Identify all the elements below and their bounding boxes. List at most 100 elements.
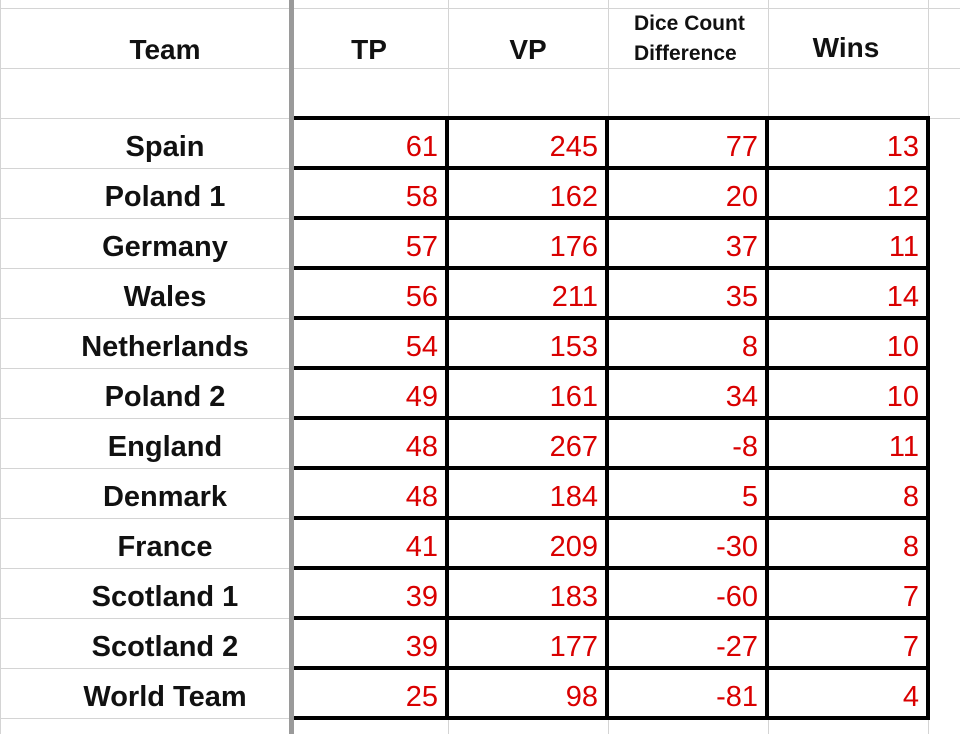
cell-tp[interactable]: 57 (405, 230, 438, 263)
cell-vp[interactable]: 98 (565, 680, 598, 713)
gridline-horizontal (0, 68, 960, 69)
table-border-horizontal (294, 416, 930, 420)
cell-wins[interactable]: 11 (888, 230, 919, 263)
cell-dice[interactable]: 77 (725, 130, 758, 163)
cell-team[interactable]: World Team (83, 680, 247, 713)
cell-tp[interactable]: 39 (405, 630, 438, 663)
cell-vp[interactable]: 184 (549, 480, 598, 513)
table-border-horizontal (294, 216, 930, 220)
gridline-horizontal (0, 518, 294, 519)
cell-wins[interactable]: 7 (902, 580, 919, 613)
header-tp[interactable]: TP (351, 34, 387, 65)
table-border-vertical (765, 116, 769, 720)
cell-team[interactable]: Poland 1 (104, 180, 226, 213)
gridline-horizontal (0, 668, 294, 669)
cell-vp[interactable]: 177 (549, 630, 598, 663)
header-team[interactable]: Team (129, 34, 201, 65)
table-border-vertical (926, 116, 930, 720)
cell-dice[interactable]: 34 (725, 380, 758, 413)
cell-wins[interactable]: 14 (886, 280, 919, 313)
table-border-horizontal (294, 366, 930, 370)
gridline-horizontal (0, 568, 294, 569)
gridline-horizontal (0, 618, 294, 619)
gridline-horizontal (0, 168, 294, 169)
cell-wins[interactable]: 12 (886, 180, 919, 213)
cell-dice[interactable]: -60 (716, 580, 758, 613)
header-dice-line1: Dice Count (634, 12, 745, 35)
gridline-horizontal (0, 268, 294, 269)
cell-team[interactable]: England (107, 430, 223, 463)
table-border-horizontal (294, 166, 930, 170)
cell-dice[interactable]: 8 (741, 330, 758, 363)
cell-wins[interactable]: 7 (902, 630, 919, 663)
frozen-pane-divider[interactable] (289, 0, 294, 734)
table-border-horizontal (294, 116, 930, 120)
cell-dice[interactable]: -27 (716, 630, 758, 663)
gridline-horizontal (0, 318, 294, 319)
cell-dice[interactable]: -30 (716, 530, 758, 563)
cell-wins[interactable]: 8 (902, 480, 919, 513)
cell-dice[interactable]: 37 (725, 230, 758, 263)
cell-team[interactable]: Spain (125, 130, 205, 163)
cell-team[interactable]: Scotland 2 (91, 630, 239, 663)
cell-vp[interactable]: 267 (549, 430, 598, 463)
header-vp[interactable]: VP (509, 34, 547, 65)
cell-dice[interactable]: -8 (732, 430, 758, 463)
cell-tp[interactable]: 48 (405, 480, 438, 513)
gridline-horizontal (0, 368, 294, 369)
cell-vp[interactable]: 211 (551, 280, 598, 313)
cell-tp[interactable]: 58 (405, 180, 438, 213)
gridline-horizontal (0, 218, 294, 219)
cell-tp[interactable]: 41 (405, 530, 438, 563)
cell-team[interactable]: France (117, 530, 213, 563)
cell-tp[interactable]: 25 (405, 680, 438, 713)
cell-tp[interactable]: 56 (405, 280, 438, 313)
table-border-horizontal (294, 466, 930, 470)
cell-tp[interactable]: 54 (405, 330, 438, 363)
cell-vp[interactable]: 209 (549, 530, 598, 563)
table-border-horizontal (294, 616, 930, 620)
cell-vp[interactable]: 162 (549, 180, 598, 213)
table-border-horizontal (294, 516, 930, 520)
cell-tp[interactable]: 49 (405, 380, 438, 413)
cell-team[interactable]: Wales (123, 280, 207, 313)
gridline-horizontal (0, 418, 294, 419)
cell-wins[interactable]: 4 (902, 680, 919, 713)
header-dice-count-difference[interactable]: Dice Count Difference (634, 8, 774, 70)
cell-team[interactable]: Denmark (102, 480, 228, 513)
cell-team[interactable]: Scotland 1 (91, 580, 239, 613)
cell-dice[interactable]: 5 (741, 480, 758, 513)
cell-team[interactable]: Poland 2 (104, 380, 226, 413)
gridline-vertical (0, 0, 1, 734)
cell-dice[interactable]: -81 (716, 680, 758, 713)
cell-dice[interactable]: 35 (725, 280, 758, 313)
cell-dice[interactable]: 20 (725, 180, 758, 213)
table-border-horizontal (294, 716, 930, 720)
table-border-vertical (445, 116, 449, 720)
gridline-horizontal (0, 8, 960, 9)
gridline-horizontal (0, 718, 294, 719)
cell-wins[interactable]: 10 (886, 330, 919, 363)
table-border-horizontal (294, 266, 930, 270)
cell-vp[interactable]: 161 (549, 380, 598, 413)
cell-vp[interactable]: 153 (549, 330, 598, 363)
cell-wins[interactable]: 10 (886, 380, 919, 413)
table-border-horizontal (294, 316, 930, 320)
cell-team[interactable]: Netherlands (81, 330, 249, 363)
cell-tp[interactable]: 48 (405, 430, 438, 463)
cell-vp[interactable]: 183 (549, 580, 598, 613)
cell-wins[interactable]: 11 (888, 430, 919, 463)
cell-tp[interactable]: 61 (405, 130, 438, 163)
table-border-horizontal (294, 666, 930, 670)
cell-vp[interactable]: 245 (549, 130, 598, 163)
cell-vp[interactable]: 176 (549, 230, 598, 263)
table-border-horizontal (294, 566, 930, 570)
header-wins[interactable]: Wins (812, 32, 880, 63)
cell-team[interactable]: Germany (102, 230, 228, 263)
header-dice-line2: Difference (634, 42, 737, 65)
cell-wins[interactable]: 8 (902, 530, 919, 563)
cell-wins[interactable]: 13 (886, 130, 919, 163)
table-border-vertical (605, 116, 609, 720)
cell-tp[interactable]: 39 (405, 580, 438, 613)
